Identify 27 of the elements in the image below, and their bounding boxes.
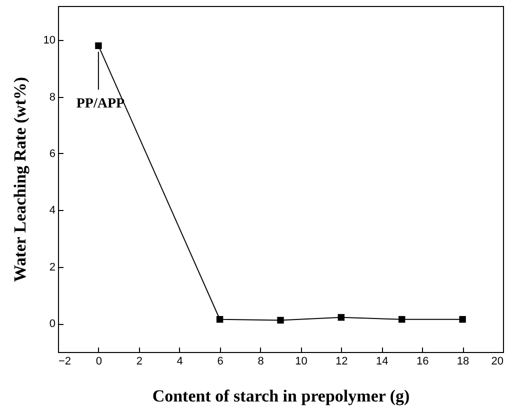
point [216,316,224,323]
point [95,42,102,50]
x-tick-label: 12 [336,356,348,368]
x-tick-label: 16 [416,356,429,368]
x-tick-label: −2 [58,356,72,368]
x-tick-label: 4 [176,356,183,368]
x-tick-label: 20 [491,356,504,368]
x-tick-label: 18 [456,356,470,368]
y-axis-title: Water Leaching Rate (wt%) [10,76,30,282]
y-tick-label: 8 [49,91,56,104]
y-tick-label: 2 [49,261,56,274]
x-tick-label: 8 [258,356,264,368]
point [398,316,406,323]
point [277,316,284,324]
point [459,316,466,323]
x-tick-label: 2 [136,356,142,368]
y-tick-label: 0 [49,318,56,330]
annotation: PP/APP [76,96,125,112]
x-tick-label: 14 [376,356,388,368]
point [338,314,345,321]
y-tick-label: 10 [43,34,56,47]
x-tick-label: 6 [217,356,224,368]
y-tick-label: 4 [49,204,56,217]
y-tick-label: 6 [49,148,56,160]
x-tick-label: 0 [96,356,102,368]
x-tick-label: 10 [295,356,308,368]
x-axis-title: Content of starch in prepolymer (g) [152,386,410,406]
